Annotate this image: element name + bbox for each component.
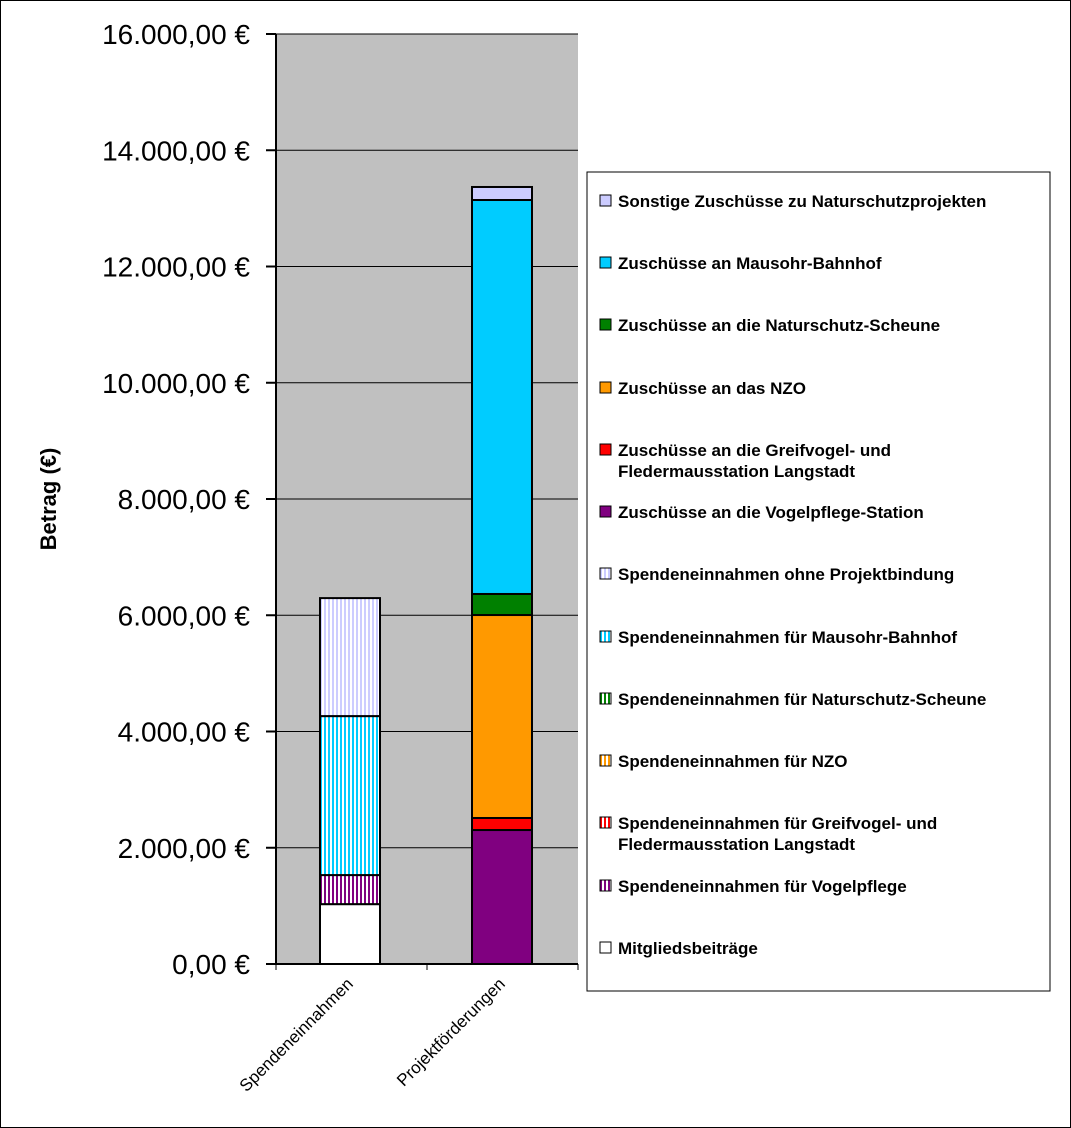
legend-label: Spendeneinnahmen für Mausohr-Bahnhof (618, 628, 957, 647)
legend-label: Sonstige Zuschüsse zu Naturschutzprojekt… (618, 192, 986, 211)
bar-segment (319, 597, 381, 718)
legend-item: Mitgliedsbeiträge (599, 939, 758, 958)
legend-swatch (599, 567, 612, 580)
legend-swatch (599, 879, 612, 892)
legend-item: Zuschüsse an das NZO (599, 379, 806, 398)
legend-item: Spendeneinnahmen für Vogelpflege (599, 877, 907, 896)
x-tick-label: Spendeneinnahmen (236, 974, 357, 1095)
legend-swatch (599, 941, 612, 954)
bar-segment (471, 592, 533, 617)
y-axis-label: Betrag (€) (36, 448, 61, 551)
legend-label: Spendeneinnahmen für Vogelpflege (618, 877, 907, 896)
legend-swatch (599, 692, 612, 705)
legend-swatch (599, 630, 612, 643)
legend-label: Zuschüsse an das NZO (618, 379, 806, 398)
legend-label: Zuschüsse an die Naturschutz-Scheune (618, 316, 940, 335)
legend-item: Zuschüsse an die Vogelpflege-Station (599, 503, 924, 522)
legend-item: Zuschüsse an die Greifvogel- und Flederma… (599, 441, 891, 481)
legend-item: Spendeneinnahmen für NZO (599, 752, 848, 771)
legend-label: Spendeneinnahmen für Greifvogel- und (618, 814, 937, 833)
legend-swatch (599, 443, 612, 456)
x-tick-label: Projektförderungen (393, 974, 509, 1090)
legend: Sonstige Zuschüsse zu Naturschutzprojekt… (599, 192, 986, 958)
legend-label: Zuschüsse an Mausohr-Bahnhof (618, 254, 882, 273)
y-tick-label: 12.000,00 € (102, 252, 250, 283)
legend-item: Spendeneinnahmen für Naturschutz-Scheune (599, 690, 986, 709)
bar-segment (471, 199, 533, 595)
legend-label: Spendeneinnahmen für NZO (618, 752, 848, 771)
bar-segment (471, 816, 533, 832)
legend-item: Zuschüsse an Mausohr-Bahnhof (599, 254, 882, 273)
y-tick-label: 10.000,00 € (102, 368, 250, 399)
legend-swatch (599, 505, 612, 518)
legend-swatch (599, 754, 612, 767)
y-tick-label: 4.000,00 € (118, 717, 251, 748)
legend-swatch (599, 816, 612, 829)
y-tick-label: 14.000,00 € (102, 135, 250, 166)
bar-segment (471, 185, 533, 202)
legend-item: Spendeneinnahmen ohne Projektbindung (599, 565, 954, 584)
legend-item: Sonstige Zuschüsse zu Naturschutzprojekt… (599, 192, 986, 211)
legend-swatch (599, 256, 612, 269)
legend-box (586, 171, 1051, 992)
y-tick-label: 6.000,00 € (118, 600, 251, 631)
legend-item: Zuschüsse an die Naturschutz-Scheune (599, 316, 940, 335)
bar-segment (471, 614, 533, 819)
bar-segment (319, 874, 381, 906)
legend-item: Spendeneinnahmen für Greifvogel- und Fled… (599, 814, 937, 854)
bar-segment (471, 829, 533, 965)
legend-label: Zuschüsse an die Greifvogel- und (618, 441, 891, 460)
legend-swatch (599, 194, 612, 207)
legend-label: Spendeneinnahmen ohne Projektbindung (618, 565, 954, 584)
y-tick-label: 16.000,00 € (102, 19, 250, 50)
legend-label: Spendeneinnahmen für Naturschutz-Scheune (618, 690, 986, 709)
legend-label: Fledermausstation Langstadt (618, 462, 855, 481)
bar-segment (319, 715, 381, 877)
legend-swatch (599, 381, 612, 394)
y-tick-label: 8.000,00 € (118, 484, 251, 515)
legend-item: Spendeneinnahmen für Mausohr-Bahnhof (599, 628, 957, 647)
y-tick-label: 2.000,00 € (118, 833, 251, 864)
y-tick-label: 0,00 € (172, 949, 250, 980)
legend-swatch (599, 318, 612, 331)
legend-label: Zuschüsse an die Vogelpflege-Station (618, 503, 924, 522)
legend-label: Fledermausstation Langstadt (618, 835, 855, 854)
legend-label: Mitgliedsbeiträge (618, 939, 758, 958)
bar-segment (319, 903, 381, 965)
